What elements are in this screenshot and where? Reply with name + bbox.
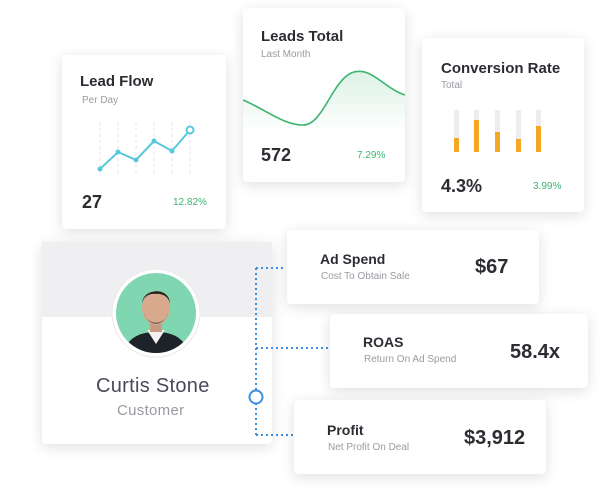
bar <box>454 138 459 152</box>
avatar <box>111 268 201 358</box>
profit-value: $3,912 <box>464 427 526 449</box>
chart-point-last <box>185 125 195 135</box>
chart-point <box>133 157 139 163</box>
bar-track <box>454 110 459 152</box>
leads-total-change: 7.29% <box>357 150 386 161</box>
roas-title: ROAS <box>363 334 404 350</box>
bar <box>474 120 479 152</box>
roas-card: ROAS Return On Ad Spend 58.4x <box>330 314 588 388</box>
leads-total-subtitle: Last Month <box>261 49 311 60</box>
conversion-change: 3.99% <box>533 181 562 192</box>
lead-flow-card: Lead Flow Per Day 27 12.82% <box>62 55 226 229</box>
conversion-subtitle: Total <box>441 80 463 91</box>
chart-point <box>151 138 157 144</box>
lead-flow-change: 12.82% <box>173 197 207 208</box>
ad-spend-value: $67 <box>475 256 509 278</box>
lead-flow-subtitle: Per Day <box>82 95 119 106</box>
ad-spend-title: Ad Spend <box>320 251 386 267</box>
leads-total-value: 572 <box>261 145 292 165</box>
roas-value: 58.4x <box>510 341 561 363</box>
lead-flow-chart <box>97 122 195 174</box>
lead-flow-title: Lead Flow <box>80 73 154 90</box>
chart-point <box>169 148 175 154</box>
bar <box>495 132 500 152</box>
conversion-title: Conversion Rate <box>441 60 561 77</box>
conversion-rate-card: Conversion Rate Total 4.3% 3.99% <box>422 38 584 212</box>
lead-flow-value: 27 <box>82 192 103 212</box>
profit-card: Profit Net Profit On Deal $3,912 <box>294 400 546 474</box>
bar-track <box>516 110 521 152</box>
bar <box>536 126 541 152</box>
bar-track <box>495 110 500 152</box>
leads-total-card: Leads Total Last Month 572 7.29% <box>243 8 405 182</box>
connector-node <box>248 389 264 405</box>
profile-name: Curtis Stone <box>96 375 210 397</box>
chart-point <box>115 149 121 155</box>
roas-subtitle: Return On Ad Spend <box>364 354 457 365</box>
conversion-chart <box>454 110 541 152</box>
profit-title: Profit <box>327 422 364 438</box>
profit-subtitle: Net Profit On Deal <box>328 442 410 453</box>
conversion-value: 4.3% <box>441 176 483 196</box>
leads-total-chart <box>243 70 405 133</box>
bar <box>516 139 521 152</box>
ad-spend-subtitle: Cost To Obtain Sale <box>321 271 410 282</box>
ad-spend-card: Ad Spend Cost To Obtain Sale $67 <box>287 230 539 304</box>
chart-point <box>97 166 103 172</box>
leads-total-title: Leads Total <box>261 28 344 45</box>
profile-role: Customer <box>117 402 185 419</box>
